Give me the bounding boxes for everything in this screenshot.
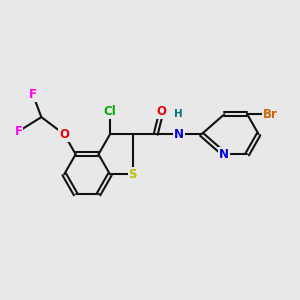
Text: Cl: Cl [103, 105, 116, 118]
Text: N: N [219, 148, 229, 161]
Text: H: H [174, 109, 183, 119]
Text: F: F [14, 125, 22, 138]
Text: Br: Br [263, 108, 278, 121]
Text: S: S [129, 168, 137, 181]
Text: O: O [59, 128, 69, 141]
Text: O: O [156, 105, 167, 118]
Text: N: N [174, 128, 184, 141]
Text: F: F [29, 88, 37, 101]
